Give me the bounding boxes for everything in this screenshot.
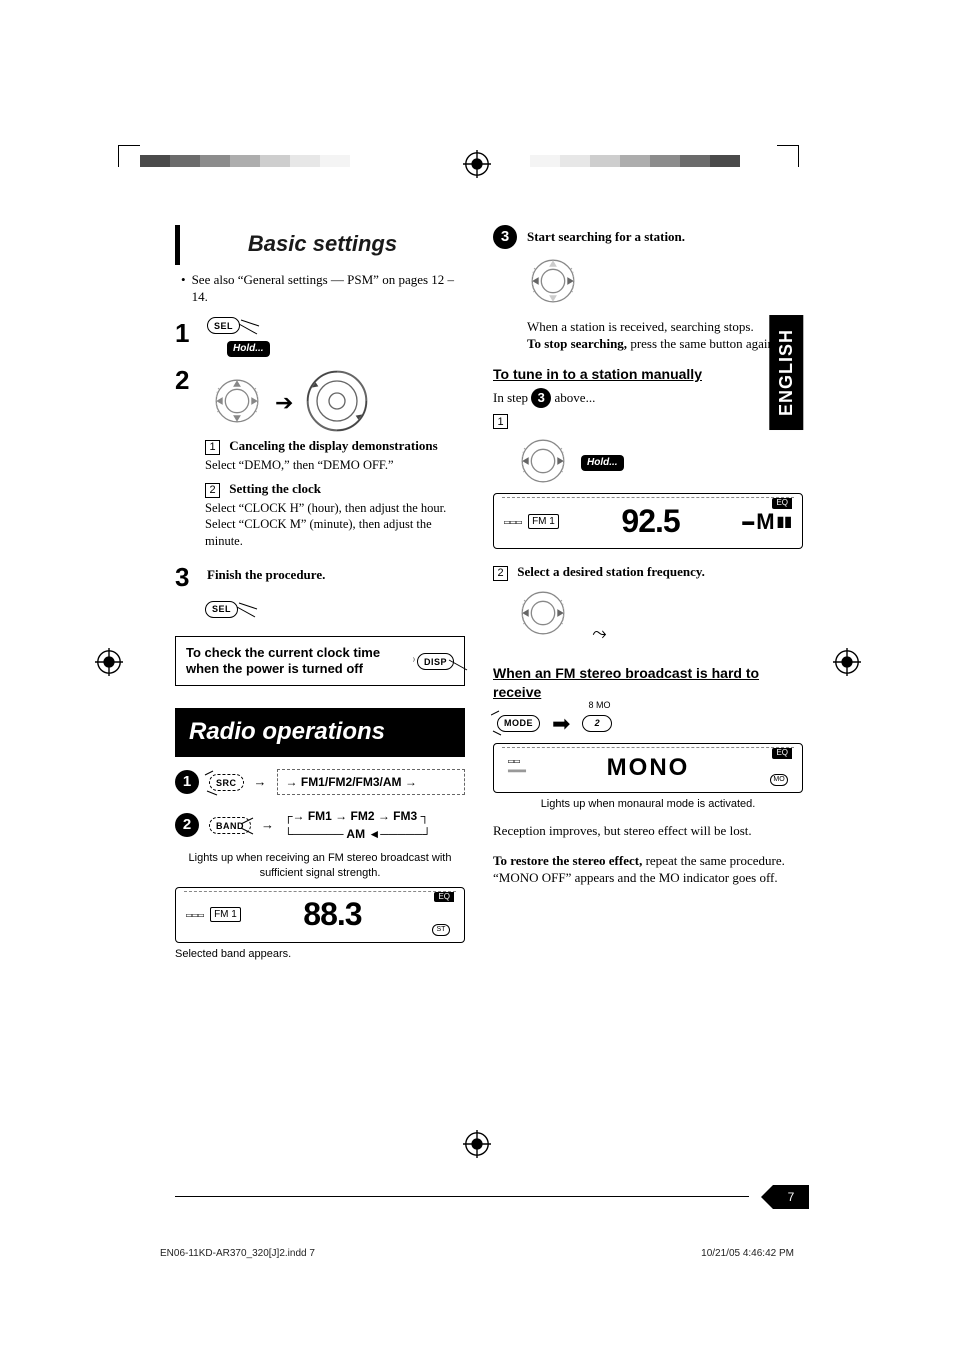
set-clock-hour-text: Select “CLOCK H” (hour), then adjust the… — [205, 500, 465, 517]
press-indicator-icon: ⁾ — [413, 655, 415, 667]
control-dial-icon — [517, 587, 569, 639]
crop-mark-icon — [777, 145, 799, 167]
sel-button[interactable]: SEL — [205, 599, 238, 618]
band-button[interactable]: BAND — [209, 816, 251, 835]
radio-step-1: 1 — [175, 770, 199, 794]
lcd-display-1: EQ ▭▭▭ FM 1 88.3 ST — [175, 887, 465, 943]
language-tab: ENGLISH — [769, 315, 803, 430]
footer-right: 10/21/05 4:46:42 PM — [701, 1248, 794, 1259]
footer-rule — [175, 1196, 749, 1197]
substep-1-number: 1 — [205, 440, 220, 455]
page-number: 7 — [761, 1185, 809, 1209]
manual-substep-1: 1 — [493, 414, 508, 429]
see-also-text: • See also “General settings — PSM” on p… — [181, 271, 465, 306]
radio-operations-banner: Radio operations — [175, 708, 465, 756]
footer-left: EN06-11KD-AR370_320[J]2.indd 7 — [160, 1248, 315, 1259]
left-column: Basic settings • See also “General setti… — [175, 225, 465, 961]
control-dial-icon — [527, 255, 579, 307]
set-clock-heading: Setting the clock — [229, 481, 321, 496]
calibration-bar — [530, 155, 740, 167]
step-3-number: 3 — [175, 560, 197, 595]
substep-2-number: 2 — [205, 483, 220, 498]
sel-button[interactable]: SEL — [207, 316, 240, 335]
arrow-right-icon: ➡ — [552, 709, 570, 739]
register-mark-icon — [95, 648, 123, 676]
arrow-right-icon: ⤳ — [592, 623, 606, 643]
finish-procedure-heading: Finish the procedure. — [207, 567, 325, 582]
band-sequence: ┌→ FM1 → FM2 → FM3 ┐ └────── AM ◄─────┘ — [284, 807, 431, 843]
basic-settings-heading: Basic settings — [175, 225, 465, 265]
hold-label: Hold... — [581, 455, 624, 471]
step-2-number: 2 — [175, 363, 197, 398]
src-sequence: → FM1/FM2/FM3/AM → — [277, 769, 465, 795]
control-dial-icon — [517, 435, 569, 487]
mode-button[interactable]: MODE — [497, 713, 540, 732]
calibration-bar — [140, 155, 350, 167]
set-clock-minute-text: Select “CLOCK M” (minute), then adjust t… — [205, 516, 465, 550]
radio-step-3: 3 — [493, 225, 517, 249]
register-mark-icon — [463, 150, 491, 178]
manual-tune-heading: To tune in to a station manually — [493, 365, 803, 384]
manual-substep-2: 2 — [493, 566, 508, 581]
radio-step-2: 2 — [175, 813, 199, 837]
search-body-2: To stop searching, press the same button… — [527, 335, 803, 353]
search-body-1: When a station is received, searching st… — [527, 318, 803, 336]
arrow-right-icon: → — [254, 773, 267, 791]
manual-intro-text: In step 3 above... — [493, 388, 803, 408]
cancel-demo-heading: Canceling the display demonstrations — [229, 438, 437, 453]
lcd-display-2: EQ ▭▭▭ FM 1 92.5 ▬M ▮▮ — [493, 493, 803, 549]
register-mark-icon — [833, 648, 861, 676]
stereo-caption: Lights up when receiving an FM stereo br… — [175, 851, 465, 881]
disp-button[interactable]: DISP — [417, 652, 454, 671]
fm-hard-receive-heading: When an FM stereo broadcast is hard to r… — [493, 664, 803, 702]
reception-text: Reception improves, but stereo effect wi… — [493, 822, 803, 840]
src-button[interactable]: SRC — [209, 773, 244, 792]
step-1-number: 1 — [175, 316, 197, 351]
preset-2-button[interactable]: 2 — [582, 715, 612, 732]
restore-text: To restore the stereo effect, repeat the… — [493, 852, 803, 887]
cancel-demo-text: Select “DEMO,” then “DEMO OFF.” — [205, 457, 465, 474]
lcd1-caption: Selected band appears. — [175, 947, 465, 962]
control-dial-icon — [211, 375, 263, 427]
start-searching-heading: Start searching for a station. — [527, 228, 685, 246]
crop-mark-icon — [118, 145, 140, 167]
select-frequency-heading: Select a desired station frequency. — [517, 564, 705, 579]
hold-label: Hold... — [227, 341, 270, 357]
right-column: ENGLISH 3 Start searching for a station.… — [493, 225, 803, 961]
register-mark-icon — [463, 1130, 491, 1158]
clock-check-box: To check the current clock time when the… — [175, 636, 465, 687]
lcd-display-3: EQ ▭▭═══ MONO MO — [493, 743, 803, 793]
arrow-right-icon: ➔ — [275, 388, 293, 418]
arrow-right-icon: → — [261, 816, 274, 834]
mono-caption: Lights up when monaural mode is activate… — [493, 797, 803, 812]
rotary-dial-icon — [305, 369, 369, 433]
